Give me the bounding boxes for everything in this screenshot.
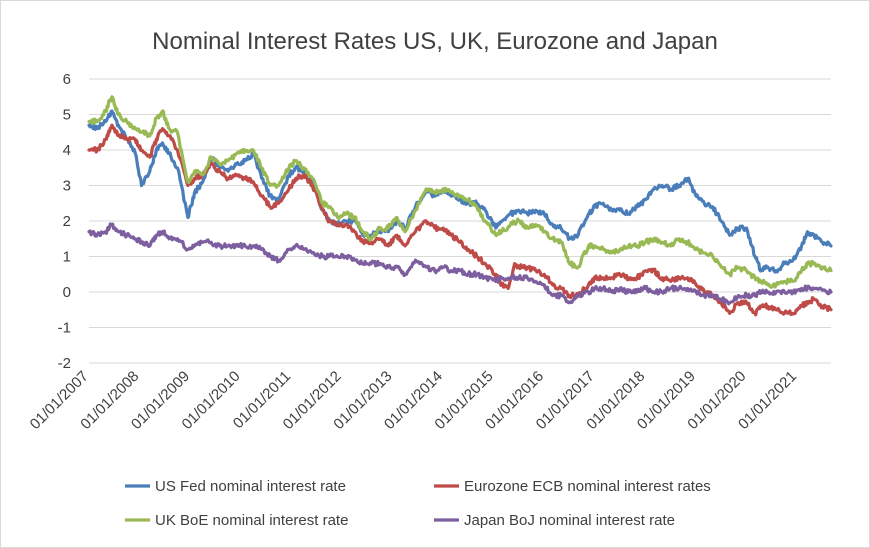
y-tick-label: 5 bbox=[63, 107, 71, 124]
chart-title: Nominal Interest Rates US, UK, Eurozone … bbox=[152, 28, 718, 55]
y-tick-label: 3 bbox=[63, 178, 71, 195]
y-axis: 6 5 4 3 2 1 0 -1 -2 bbox=[58, 71, 71, 372]
x-axis: 01/01/200701/01/200801/01/200901/01/2010… bbox=[27, 368, 800, 433]
series-line-0 bbox=[87, 109, 833, 274]
y-tick-label: 6 bbox=[63, 71, 71, 88]
series-layer bbox=[87, 95, 833, 317]
legend-label-3: Japan BoJ nominal interest rate bbox=[464, 512, 675, 529]
legend: US Fed nominal interest rate Eurozone ECB… bbox=[125, 478, 711, 529]
legend-label-0: US Fed nominal interest rate bbox=[155, 478, 346, 495]
legend-label-2: UK BoE nominal interest rate bbox=[155, 512, 348, 529]
y-tick-label: -2 bbox=[58, 355, 71, 372]
series-line-2 bbox=[87, 95, 833, 289]
y-tick-label: 1 bbox=[63, 249, 71, 266]
y-tick-label: -1 bbox=[58, 320, 71, 337]
y-tick-label: 0 bbox=[63, 284, 71, 301]
y-tick-label: 2 bbox=[63, 213, 71, 230]
grid-layer bbox=[89, 78, 831, 364]
legend-label-1: Eurozone ECB nominal interest rates bbox=[464, 478, 711, 495]
y-tick-label: 4 bbox=[63, 142, 71, 159]
series-line-3 bbox=[87, 222, 833, 306]
